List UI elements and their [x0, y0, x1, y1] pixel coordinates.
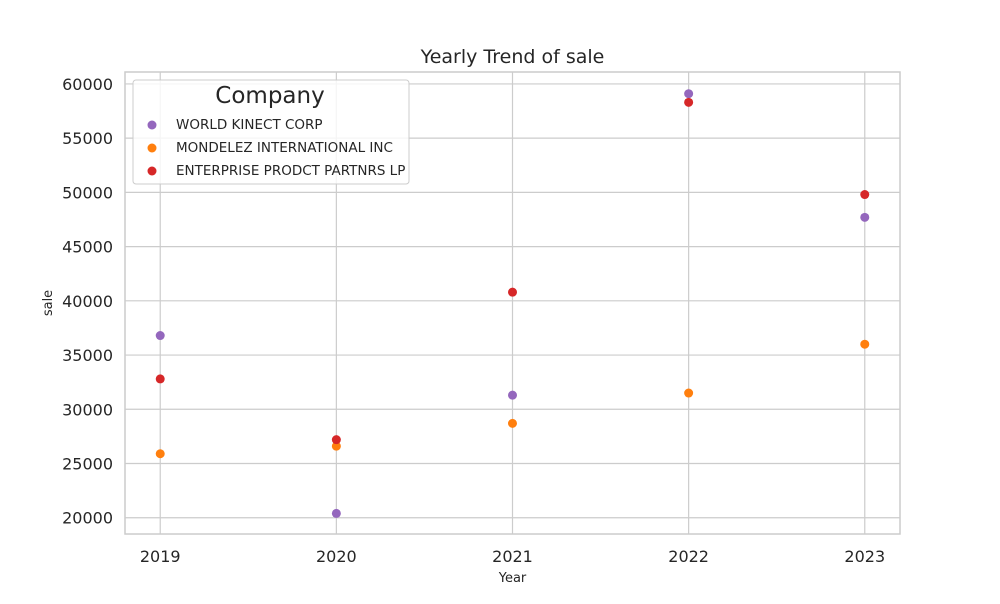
- legend-entry: ENTERPRISE PRODCT PARTNRS LP: [147, 163, 405, 179]
- y-tick-label: 55000: [62, 129, 113, 148]
- data-point: [331, 435, 341, 445]
- y-tick-label: 30000: [62, 400, 113, 419]
- y-axis-label: sale: [41, 290, 56, 316]
- data-point: [155, 331, 165, 341]
- legend-label: MONDELEZ INTERNATIONAL INC: [176, 140, 393, 156]
- y-tick-label: 60000: [62, 75, 113, 94]
- data-point: [684, 89, 694, 99]
- legend-marker: [147, 143, 157, 153]
- data-point: [155, 374, 165, 384]
- tick-labels: 2019 2020 2021 2022 2023 20000 25000 30000 35000…: [62, 75, 885, 566]
- data-point: [860, 190, 870, 200]
- y-tick-label: 20000: [62, 509, 113, 528]
- legend-marker: [147, 120, 157, 130]
- data-point: [508, 287, 517, 297]
- grid: [125, 72, 900, 534]
- x-tick-label: 2019: [140, 547, 181, 566]
- plot-area: [124, 71, 901, 535]
- x-tick-label: 2023: [844, 547, 885, 566]
- data-point: [331, 508, 341, 518]
- x-axis-label: Year: [498, 571, 527, 586]
- legend-marker: [147, 166, 157, 176]
- legend-entry: WORLD KINECT CORP: [147, 117, 323, 133]
- y-tick-label: 35000: [62, 346, 113, 365]
- y-tick-label: 40000: [62, 292, 113, 311]
- series-1: [155, 89, 870, 518]
- y-tick-label: 25000: [62, 455, 113, 474]
- data-points: [155, 89, 870, 518]
- data-point: [860, 339, 870, 349]
- legend-label: ENTERPRISE PRODCT PARTNRS LP: [176, 163, 405, 179]
- x-tick-label: 2021: [492, 547, 533, 566]
- legend-entry: MONDELEZ INTERNATIONAL INC: [147, 140, 393, 156]
- series-2: [155, 339, 870, 459]
- legend-label: WORLD KINECT CORP: [176, 117, 323, 133]
- data-point: [508, 390, 517, 400]
- y-tick-label: 50000: [62, 183, 113, 202]
- chart-title: Yearly Trend of sale: [420, 46, 605, 68]
- data-point: [155, 449, 165, 459]
- data-point: [508, 418, 517, 428]
- y-tick-label: 45000: [62, 238, 113, 257]
- legend-entries: WORLD KINECT CORP MONDELEZ INTERNATIONAL …: [147, 117, 405, 179]
- data-point: [684, 97, 694, 107]
- legend-box: [132, 79, 410, 185]
- x-tick-label: 2022: [668, 547, 709, 566]
- legend-title: Company: [215, 83, 324, 109]
- x-tick-label: 2020: [316, 547, 357, 566]
- series-3: [155, 97, 870, 445]
- data-point: [860, 212, 870, 222]
- data-point: [331, 441, 341, 451]
- legend: Company WORLD KINECT CORP MONDELEZ INTERN…: [132, 79, 410, 185]
- data-point: [684, 388, 694, 398]
